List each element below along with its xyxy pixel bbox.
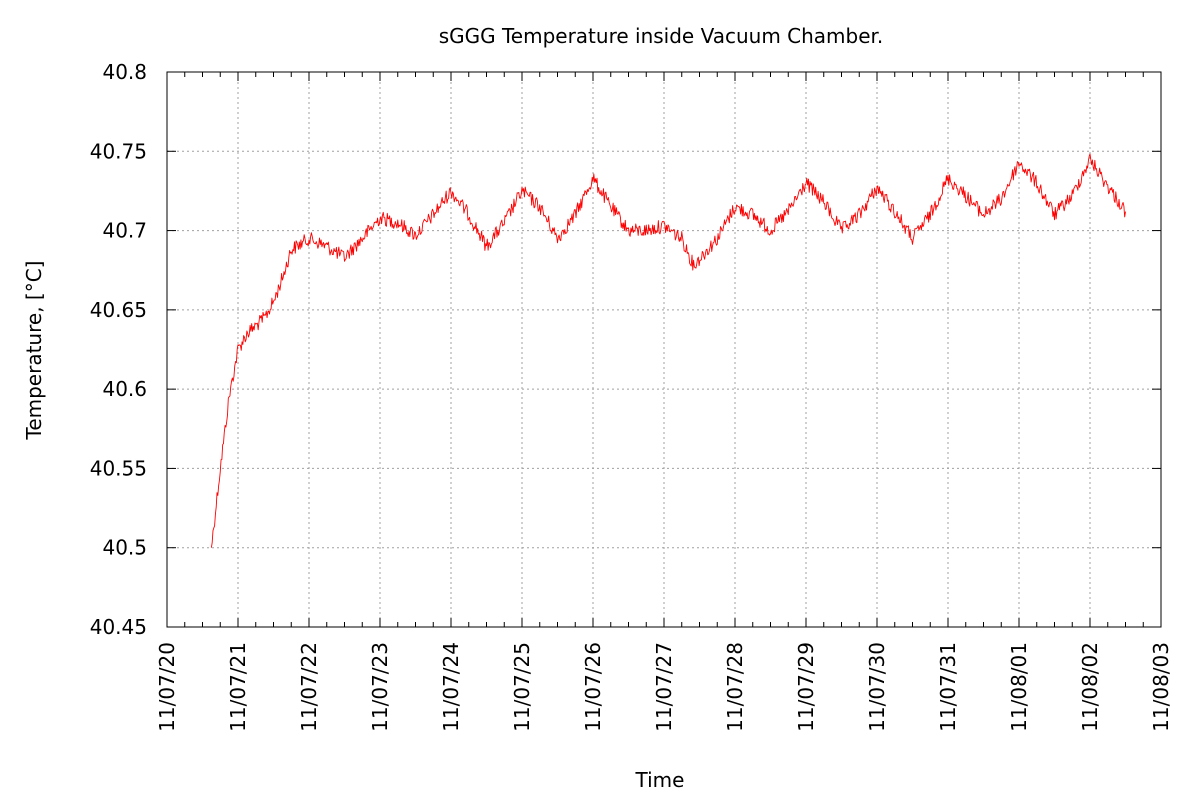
series-point [947,178,948,179]
series-point [681,238,682,239]
x-tick-label: 11/07/24 [439,642,463,732]
series-point [788,211,789,212]
x-tick-label: 11/07/23 [368,642,392,732]
x-tick-label: 11/07/26 [581,642,605,732]
x-tick-label: 11/08/01 [1007,642,1031,732]
series-point [450,190,451,191]
grid-lines [167,72,1161,627]
x-tick-label: 11/07/31 [936,642,960,732]
series-point [255,325,256,326]
series-point [1125,211,1126,212]
y-tick-label: 40.5 [102,536,147,560]
series-point [646,230,647,231]
x-tick-label: 11/07/25 [510,642,534,732]
series-point [433,214,434,215]
series-point [693,265,694,266]
x-tick-label: 11/07/21 [226,642,250,732]
series-point [1072,195,1073,196]
y-tick-label: 40.45 [90,615,147,639]
y-tick-label: 40.6 [102,377,147,401]
series-point [521,190,522,191]
series-point [1036,182,1037,183]
series-point [1107,186,1108,187]
series-layer [210,153,1126,548]
series-point [308,238,309,239]
x-tick-label: 11/07/22 [297,642,321,732]
series-point [876,187,877,188]
series-point [912,238,913,239]
series-point [415,235,416,236]
x-tick-label: 11/08/03 [1149,642,1173,732]
series-point [539,206,540,207]
y-tick-label: 40.8 [102,60,147,84]
axis-ticks [166,71,1162,628]
series-point [211,547,212,548]
series-point [1089,159,1090,160]
x-tick-label: 11/07/29 [794,642,818,732]
chart-title: sGGG Temperature inside Vacuum Chamber. [438,24,884,48]
series-point [894,211,895,212]
series-point [628,230,629,231]
x-tick-label: 11/07/27 [652,642,676,732]
series-point [557,238,558,239]
series-point [823,201,824,202]
series-point [220,468,221,469]
series-point [1018,162,1019,163]
x-tick-label: 11/08/02 [1078,642,1102,732]
x-tick-labels: 11/07/20 11/07/21 11/07/22 11/07/23 11/07/24… [155,642,1173,732]
series-point [229,396,230,397]
series-point [344,257,345,258]
series-point [770,230,771,231]
series-point [663,225,664,226]
series-point [397,222,398,223]
series-point [983,214,984,215]
y-axis-label: Temperature, [°C] [22,260,46,440]
temperature-series-line [210,153,1126,548]
series-point [965,195,966,196]
x-axis-label: Time [635,768,685,792]
series-point [859,214,860,215]
series-point [717,238,718,239]
series-point [930,214,931,215]
series-point [326,246,327,247]
series-point [805,182,806,183]
series-point [264,317,265,318]
series-point [282,278,283,279]
series-point [468,214,469,215]
y-tick-labels: 40.45 40.5 40.55 40.6 40.65 40.7 40.75 40.8 [90,60,147,639]
series-point [273,301,274,302]
series-point [504,222,505,223]
y-tick-label: 40.65 [90,298,147,322]
series-point [237,349,238,350]
x-tick-label: 11/07/28 [723,642,747,732]
x-tick-label: 11/07/30 [865,642,889,732]
y-tick-label: 40.7 [102,219,147,243]
y-tick-label: 40.55 [90,456,147,480]
series-point [841,230,842,231]
series-point [291,249,292,250]
series-point [379,217,380,218]
series-point [575,214,576,215]
series-point [734,206,735,207]
series-point [486,246,487,247]
series-point [752,214,753,215]
plot-frame [166,71,1162,628]
y-tick-label: 40.75 [90,139,147,163]
x-tick-label: 11/07/20 [155,642,179,732]
series-point [610,206,611,207]
series-point [592,178,593,179]
series-point [1054,214,1055,215]
series-point [1001,198,1002,199]
series-point [362,238,363,239]
series-point [246,333,247,334]
